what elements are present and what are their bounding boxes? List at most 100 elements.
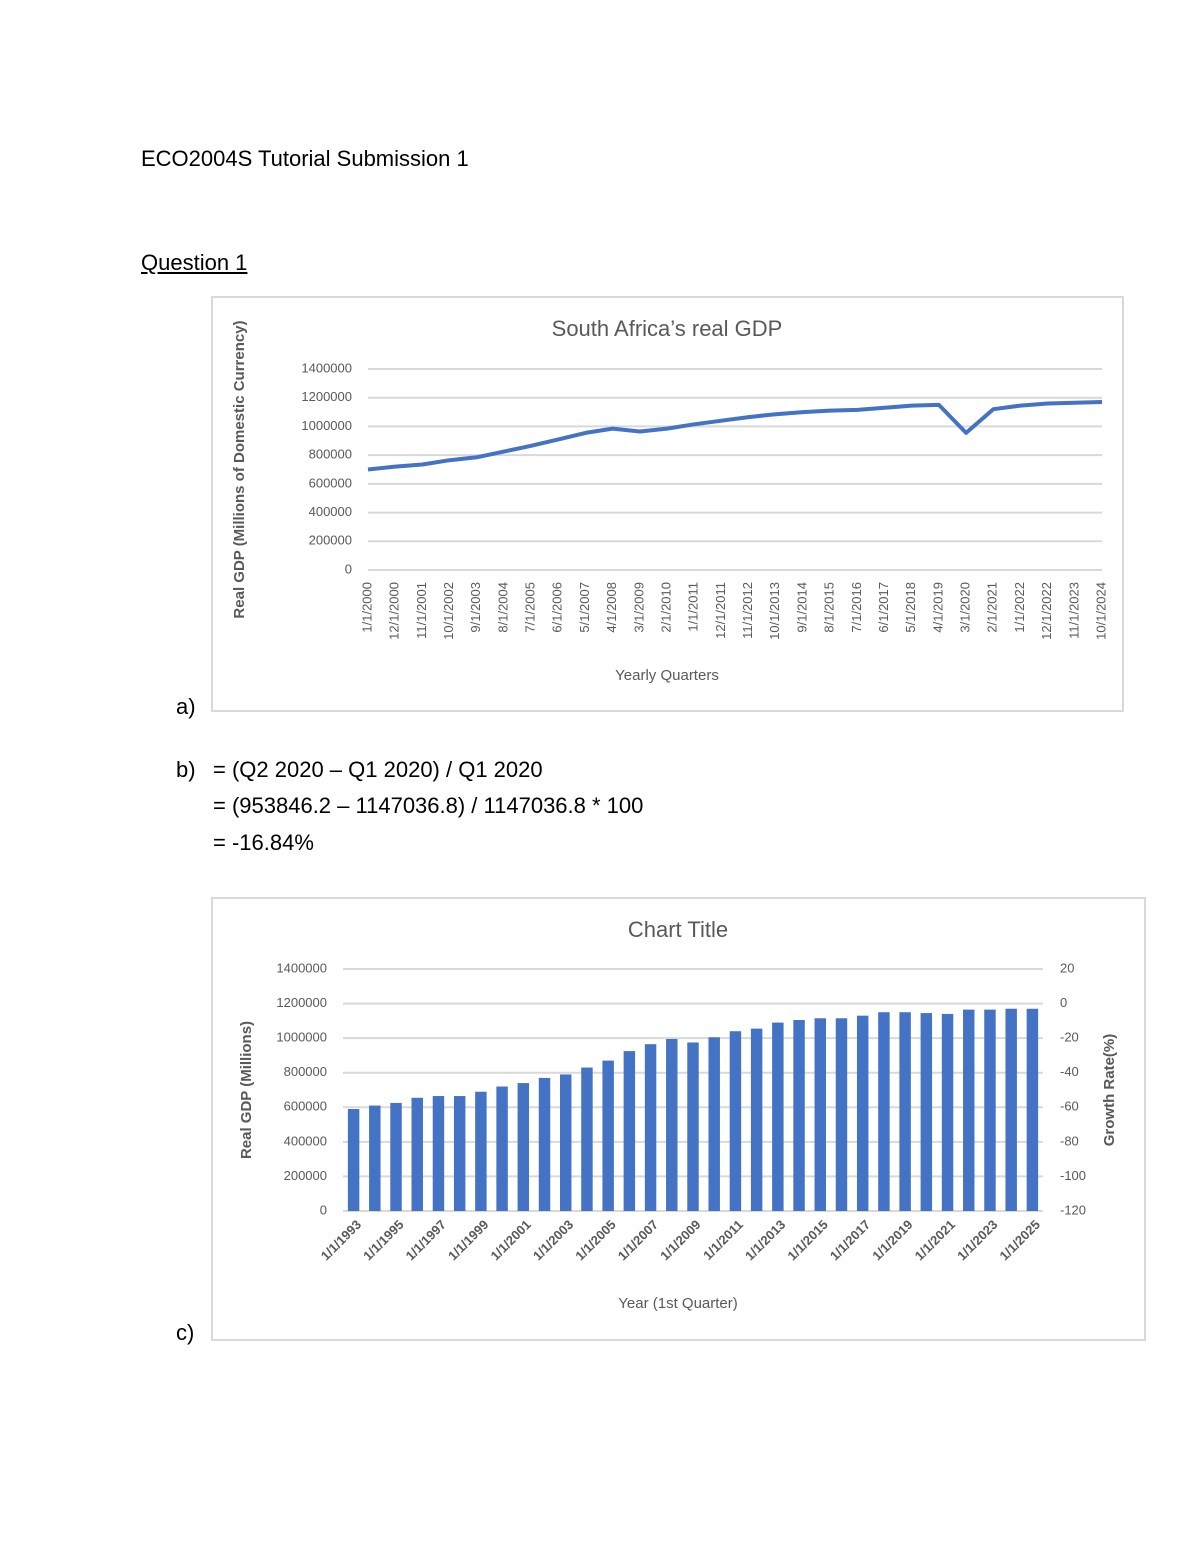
x-tick-label: 3/1/2009 [631,582,646,633]
x-axis-title: Year (1st Quarter) [618,1295,738,1312]
x-axis-title: Yearly Quarters [615,667,719,684]
y2-tick-label: 20 [1060,960,1074,975]
y2-tick-label: -120 [1060,1202,1086,1217]
x-tick-label: 6/1/2017 [876,582,891,633]
x-tick-label: 11/1/2012 [740,582,755,639]
part-label: c) [176,1320,195,1345]
bar [793,1019,805,1211]
x-tick-label: 1/1/2001 [487,1217,533,1263]
bar [856,1015,869,1211]
x-tick-label: 3/1/2020 [958,582,973,633]
bar [899,1012,911,1211]
bar [475,1091,487,1211]
formula-line: = -16.84% [213,830,314,855]
y-tick-label: 1200000 [301,389,352,404]
bar [390,1102,402,1211]
x-tick-label: 11/1/2023 [1066,582,1081,639]
x-tick-label: 7/1/2005 [523,582,538,633]
y-tick-label: 1400000 [301,360,352,375]
bar [560,1074,572,1211]
part-label: b) [176,757,196,782]
y-tick-label: 400000 [309,504,352,519]
x-tick-label: 1/1/1995 [360,1217,406,1263]
x-tick-label: 2/1/2010 [658,582,673,633]
x-tick-label: 12/1/2011 [713,582,728,639]
y2-tick-label: -80 [1060,1133,1079,1148]
x-tick-label: 1/1/2025 [997,1217,1043,1263]
x-tick-label: 7/1/2016 [849,582,864,633]
bar [920,1013,933,1211]
y-tick-label: 200000 [309,533,352,548]
x-tick-label: 1/1/2009 [657,1217,703,1263]
y-tick-label: 200000 [284,1168,327,1183]
y-tick-label: 1200000 [276,995,327,1010]
bar [814,1018,826,1211]
y-tick-label: 800000 [309,447,352,462]
x-tick-label: 12/1/2022 [1039,582,1054,640]
bar [453,1096,466,1211]
bar [432,1096,445,1211]
chart-title: South Africa’s real GDP [552,316,783,341]
x-tick-label: 5/1/2007 [577,582,592,633]
y-axis-title: Real GDP (Millions of Domestic Currency) [231,320,248,618]
y2-axis-title: Growth Rate(%) [1101,1034,1118,1147]
x-tick-label: 10/1/2002 [441,582,456,640]
x-tick-label: 1/1/1993 [318,1217,364,1263]
bar [347,1109,360,1211]
bar [623,1051,636,1211]
x-tick-label: 5/1/2018 [903,582,918,633]
x-tick-label: 6/1/2006 [550,582,565,633]
y-tick-label: 800000 [284,1064,327,1079]
bar [772,1022,784,1211]
bar [602,1060,614,1211]
y2-tick-label: -100 [1060,1168,1086,1183]
x-tick-label: 1/1/2015 [784,1217,830,1263]
line [367,400,1103,472]
x-tick-label: 1/1/2023 [954,1217,1000,1263]
bar [941,1013,954,1211]
x-tick-label: 4/1/2019 [930,582,945,633]
bar [729,1031,742,1211]
x-tick-label: 1/1/2005 [572,1217,618,1263]
x-tick-label: 8/1/2004 [495,582,510,633]
x-tick-label: 1/1/2022 [1012,582,1027,633]
x-tick-label: 1/1/2003 [530,1217,576,1263]
bar [984,1009,996,1211]
x-tick-label: 1/1/2019 [869,1217,915,1263]
heading: Question 1 [141,250,248,275]
bar [517,1083,530,1211]
y-tick-label: 0 [320,1202,327,1217]
x-tick-label: 8/1/2015 [822,582,837,633]
bar [750,1028,763,1211]
x-tick-label: 1/1/2007 [615,1217,661,1263]
y-tick-label: 1000000 [276,1030,327,1045]
y2-tick-label: -20 [1060,1030,1079,1045]
chart-frame [211,296,1124,712]
x-tick-label: 1/1/2017 [827,1217,873,1263]
bar [835,1018,848,1211]
bar [878,1012,890,1211]
y2-tick-label: 0 [1060,995,1067,1010]
x-tick-label: 12/1/2000 [387,582,402,640]
y-tick-label: 400000 [284,1133,327,1148]
x-tick-label: 9/1/2003 [468,582,483,633]
bar [644,1044,657,1211]
bar [581,1067,593,1211]
chart-frame [211,897,1146,1341]
y-tick-label: 1400000 [276,960,327,975]
y2-tick-label: -60 [1060,1099,1079,1114]
x-tick-label: 1/1/2000 [359,582,374,633]
x-tick-label: 10/1/2024 [1093,582,1108,640]
bar [411,1097,423,1211]
bar [1005,1008,1017,1211]
bar [1026,1008,1039,1211]
x-tick-label: 1/1/1997 [403,1217,449,1263]
x-tick-label: 1/1/2013 [742,1217,788,1263]
formula-line: = (Q2 2020 – Q1 2020) / Q1 2020 [213,757,543,782]
y-axis-title: Real GDP (Millions) [238,1021,255,1159]
x-tick-label: 1/1/1999 [445,1217,491,1263]
x-tick-label: 9/1/2014 [794,582,809,633]
bar [538,1077,551,1211]
